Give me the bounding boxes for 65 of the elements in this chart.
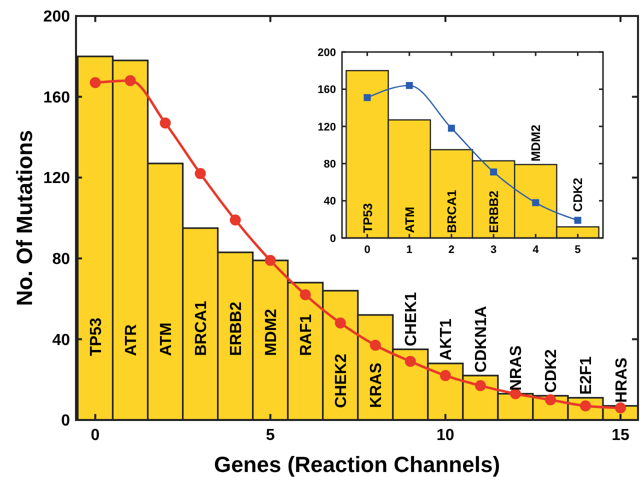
y-tick-label: 160 [43, 89, 70, 106]
annotation: HRAS [613, 357, 630, 403]
x-tick-label: 15 [612, 427, 630, 444]
annotation: E2F1 [578, 356, 596, 395]
point [574, 216, 582, 224]
point [90, 77, 101, 88]
annotation: ERBB2 [487, 190, 502, 233]
annotation: ATM [402, 206, 417, 233]
annotation: ERBB2 [228, 302, 246, 356]
annotation: MDM2 [529, 124, 544, 162]
x-tick-label: 3 [490, 244, 497, 256]
point [532, 199, 540, 206]
y-tick-label: 120 [318, 121, 336, 134]
y-axis-title: No. Of Mutations [12, 130, 37, 306]
annotation: TP53 [88, 318, 106, 356]
annotation: MDM2 [263, 308, 280, 356]
point [334, 318, 346, 329]
annotation: BRCA1 [444, 190, 459, 233]
point [370, 340, 381, 351]
x-tick-label: 1 [406, 244, 412, 256]
y-tick-label: 120 [43, 170, 70, 188]
annotation: CDK2 [543, 349, 560, 393]
y-tick-label: 40 [52, 332, 70, 349]
annotation: CDK2 [571, 178, 586, 212]
y-tick-label: 200 [318, 46, 336, 59]
point [300, 289, 311, 300]
y-tick-label: 200 [43, 8, 70, 26]
point [404, 356, 416, 367]
x-tick-label: 0 [90, 427, 100, 444]
x-tick-label: 0 [364, 244, 370, 256]
point [474, 380, 486, 392]
x-tick-label: 5 [574, 244, 581, 256]
point [230, 214, 241, 226]
point [490, 168, 498, 176]
y-tick-label: 160 [318, 84, 336, 96]
x-tick-label: 4 [532, 244, 540, 256]
point [364, 94, 371, 102]
x-tick-label: 2 [448, 244, 455, 256]
annotation: NRAS [508, 345, 526, 391]
y-tick-label: 0 [61, 412, 70, 430]
y-tick-label: 80 [324, 158, 336, 170]
point [448, 124, 455, 132]
y-tick-label: 0 [330, 232, 336, 245]
point [440, 370, 451, 382]
point [194, 168, 206, 180]
x-tick-label: 10 [436, 427, 454, 444]
annotation: ATR [123, 324, 140, 356]
annotation: CHEK2 [333, 354, 350, 408]
x-axis-title: Genes (Reaction Channels) [214, 452, 500, 477]
annotation: TP53 [360, 203, 375, 233]
annotation: CHEK1 [403, 292, 420, 346]
y-tick-label: 80 [52, 251, 70, 268]
point [124, 75, 136, 86]
annotation: CDKN1A [473, 305, 490, 373]
annotation: ATM [158, 322, 176, 356]
annotation: AKT1 [438, 318, 456, 360]
y-tick-label: 40 [324, 196, 336, 208]
x-tick-label: 5 [266, 427, 275, 444]
annotation: KRAS [368, 362, 386, 408]
annotation: RAF1 [298, 314, 316, 356]
point [406, 82, 413, 89]
point [264, 254, 276, 266]
point [544, 394, 556, 406]
point [160, 118, 171, 129]
annotation: BRCA1 [193, 300, 210, 356]
